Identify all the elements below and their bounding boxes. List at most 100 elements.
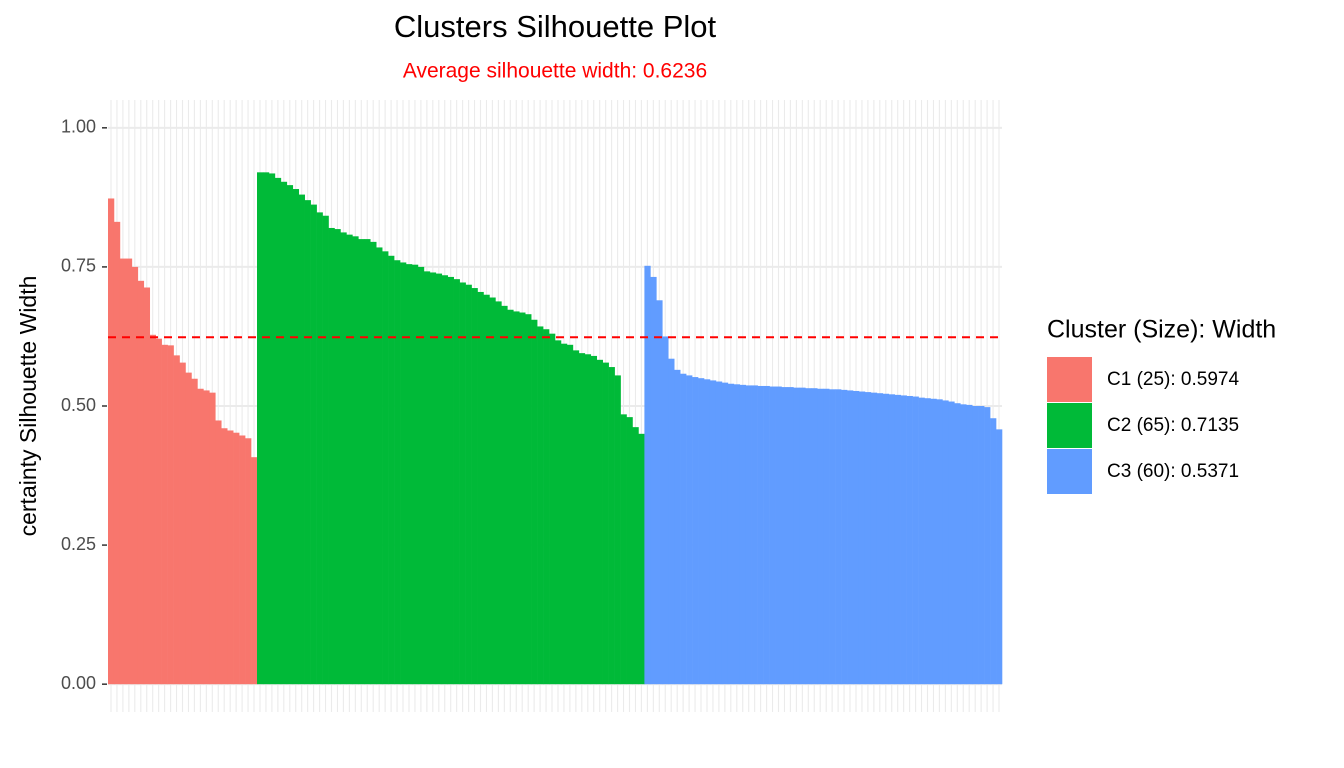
- bar: [435, 273, 443, 685]
- legend-title: Cluster (Size): Width: [1047, 316, 1276, 344]
- bar: [686, 375, 693, 685]
- chart-title: Clusters Silhouette Plot: [394, 9, 717, 44]
- bar: [912, 396, 919, 685]
- bar: [113, 221, 121, 685]
- bar: [262, 172, 270, 685]
- bar: [656, 300, 663, 685]
- bar: [978, 406, 985, 685]
- bar: [364, 239, 371, 685]
- bar: [698, 378, 705, 685]
- bar: [191, 378, 198, 685]
- bar: [197, 388, 204, 685]
- bar: [274, 177, 282, 685]
- bar: [894, 394, 901, 685]
- bar: [805, 388, 812, 685]
- bar: [942, 400, 949, 685]
- bar: [483, 294, 490, 685]
- bar: [966, 404, 973, 685]
- bar: [429, 272, 437, 685]
- bar: [417, 266, 425, 685]
- bar: [352, 236, 359, 685]
- bar: [513, 311, 520, 685]
- bar: [632, 427, 639, 685]
- bar: [477, 291, 484, 685]
- legend-label: C2 (65): 0.7135: [1107, 415, 1239, 436]
- bar: [775, 386, 782, 685]
- bar: [674, 369, 681, 685]
- bar: [984, 407, 991, 685]
- bar: [185, 372, 192, 685]
- bar: [936, 399, 943, 685]
- bar: [137, 280, 145, 685]
- bar: [578, 353, 586, 685]
- bar: [423, 271, 431, 685]
- bar: [215, 420, 222, 685]
- bar: [596, 359, 603, 685]
- bar: [489, 297, 496, 685]
- bar: [155, 338, 162, 685]
- bar: [161, 344, 168, 685]
- bar: [298, 194, 305, 685]
- bar: [143, 287, 151, 685]
- bar: [560, 343, 568, 685]
- bar: [119, 258, 127, 685]
- bar: [614, 375, 621, 685]
- bar: [692, 377, 699, 685]
- bar: [346, 234, 353, 685]
- bar: [882, 393, 890, 685]
- bar: [662, 336, 669, 685]
- bar: [292, 189, 300, 685]
- bar: [608, 367, 615, 685]
- bar: [829, 389, 836, 685]
- bar: [447, 276, 454, 685]
- y-axis-label: certainty Silhouette Width: [15, 276, 41, 537]
- bar: [179, 362, 186, 685]
- bar: [870, 392, 878, 685]
- bar: [954, 403, 961, 685]
- bar: [549, 333, 556, 685]
- bar: [334, 229, 341, 685]
- bar: [268, 173, 276, 685]
- bar: [864, 392, 872, 685]
- bar: [888, 394, 896, 685]
- bar: [388, 255, 395, 685]
- legend-label: C3 (60): 0.5371: [1107, 461, 1239, 482]
- bar: [519, 312, 526, 685]
- bar: [286, 185, 294, 685]
- bar: [209, 392, 216, 685]
- bar: [620, 414, 627, 685]
- bar: [924, 398, 931, 685]
- bar: [817, 388, 824, 685]
- bar: [638, 433, 645, 685]
- bar: [525, 314, 532, 685]
- bar: [125, 258, 133, 685]
- bar: [876, 393, 884, 685]
- bar: [566, 344, 574, 685]
- bar: [131, 266, 139, 685]
- bar: [173, 355, 180, 685]
- y-tick-label: 0.50: [61, 395, 96, 415]
- bar: [900, 395, 907, 685]
- bar: [769, 386, 776, 685]
- bar: [990, 418, 997, 685]
- bar: [680, 373, 687, 685]
- bar: [590, 355, 598, 685]
- bar: [257, 172, 264, 685]
- bar: [972, 406, 979, 685]
- bar: [858, 391, 866, 685]
- bar: [555, 340, 562, 685]
- bar: [203, 390, 210, 685]
- legend-label: C1 (25): 0.5974: [1107, 369, 1239, 390]
- bar: [948, 401, 955, 685]
- bar: [149, 334, 156, 685]
- bar: [531, 319, 538, 685]
- bar: [340, 232, 347, 685]
- bar: [453, 279, 460, 685]
- bar: [322, 215, 329, 685]
- legend-key: [1047, 403, 1092, 448]
- bar: [304, 200, 311, 685]
- bar: [757, 385, 764, 685]
- bar: [835, 389, 842, 685]
- bar: [763, 385, 770, 685]
